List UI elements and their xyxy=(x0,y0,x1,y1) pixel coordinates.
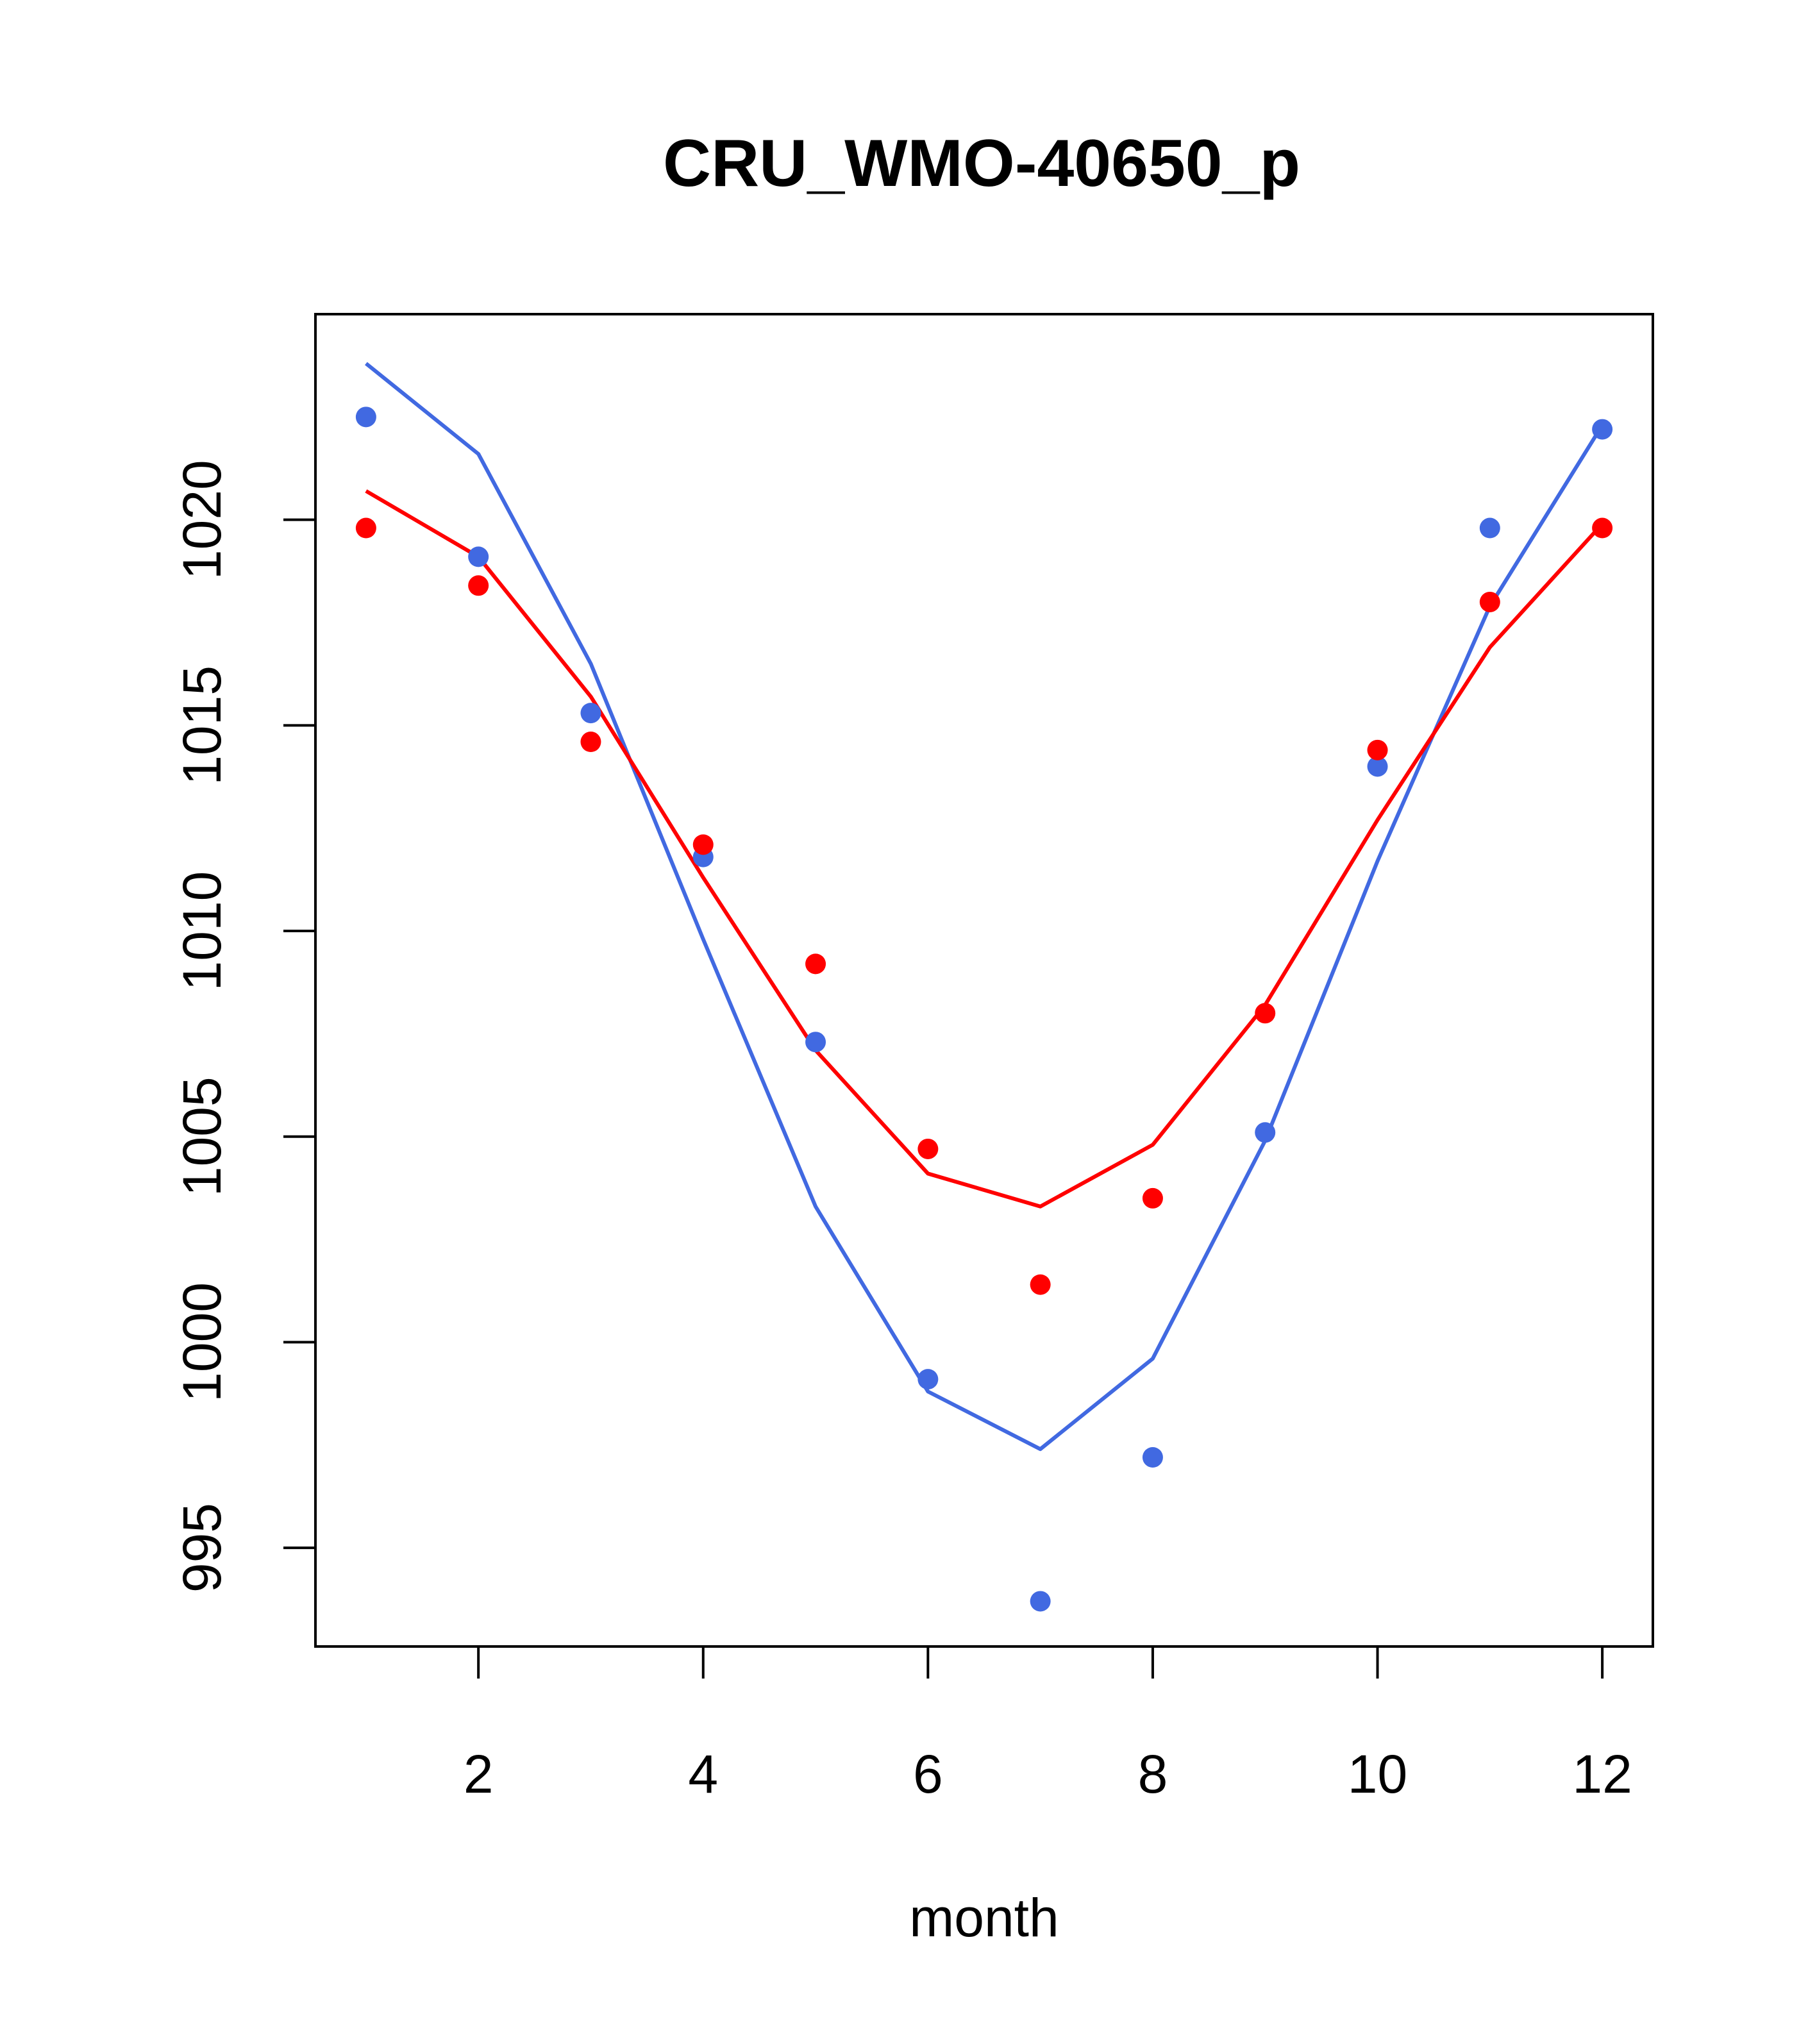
blue-point-marker xyxy=(1030,1591,1051,1612)
y-tick-label: 1005 xyxy=(172,1076,232,1196)
red-point-marker xyxy=(468,575,489,596)
x-tick-label: 10 xyxy=(1348,1744,1407,1804)
series-layer xyxy=(355,362,1613,1612)
x-tick-label: 6 xyxy=(913,1744,943,1804)
y-tick-label: 1000 xyxy=(172,1282,232,1402)
blue-point-marker xyxy=(580,703,601,724)
red-point-marker xyxy=(1255,1003,1276,1024)
blue-line-series xyxy=(365,362,1604,1452)
x-tick-label: 2 xyxy=(464,1744,494,1804)
red-point-marker xyxy=(805,953,826,975)
y-tick-label: 1015 xyxy=(172,666,232,785)
plot-frame xyxy=(314,313,1654,1648)
axes-layer: 2 4 6 8 10 12 995 1000 1005 1010 1015 1020 xyxy=(172,460,1632,1804)
blue-point-marker xyxy=(355,406,376,428)
red-point-marker xyxy=(917,1138,939,1159)
red-point-marker xyxy=(580,732,601,753)
y-tick-label: 1020 xyxy=(172,460,232,580)
blue-point-marker xyxy=(1479,517,1500,539)
blue-point-marker xyxy=(805,1032,826,1053)
red-point-marker xyxy=(355,517,376,539)
blue-point-marker xyxy=(1255,1122,1276,1143)
red-point-marker xyxy=(1592,517,1613,539)
blue-point-marker xyxy=(1367,756,1388,777)
blue-point-marker xyxy=(1592,419,1613,440)
red-point-marker xyxy=(1367,739,1388,760)
y-tick-label: 1010 xyxy=(172,871,232,991)
chart-title: CRU_WMO-40650_p xyxy=(663,126,1300,201)
x-tick-label: 4 xyxy=(688,1744,718,1804)
blue-point-marker xyxy=(917,1369,939,1390)
red-point-marker xyxy=(692,834,714,855)
x-tick-label: 12 xyxy=(1572,1744,1632,1804)
x-axis-label: month xyxy=(909,1888,1059,1948)
red-line-series xyxy=(365,489,1604,1209)
red-point-marker xyxy=(1030,1274,1051,1295)
red-point-marker xyxy=(1479,591,1500,612)
red-point-marker xyxy=(1142,1187,1163,1209)
x-tick-label: 8 xyxy=(1138,1744,1168,1804)
y-tick-label: 995 xyxy=(172,1503,232,1593)
blue-point-marker xyxy=(468,546,489,567)
blue-point-marker xyxy=(1142,1446,1163,1468)
